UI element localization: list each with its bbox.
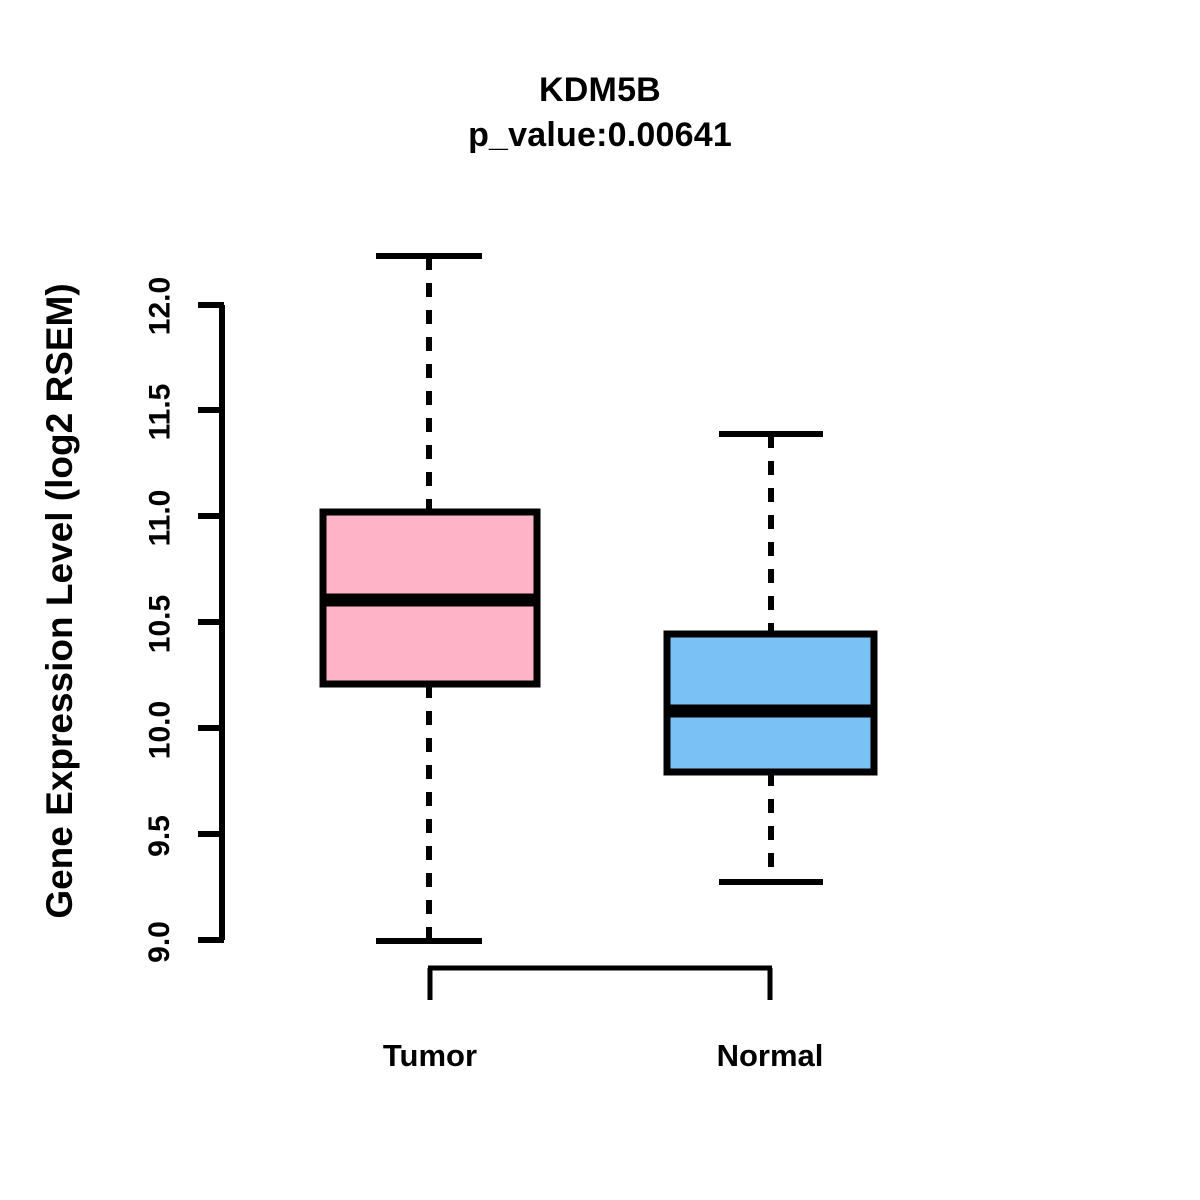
significance-bracket	[427, 965, 773, 1000]
p-value-subtitle: p_value:0.00641	[468, 116, 732, 154]
page-title: KDM5B	[539, 71, 661, 109]
box-tumor[interactable]	[319, 253, 541, 944]
box-body-normal[interactable]	[663, 630, 878, 776]
box-normal[interactable]	[663, 431, 878, 885]
x-tick-label-normal: Normal	[716, 1038, 824, 1073]
x-tick-label-tumor: Tumor	[382, 1038, 478, 1073]
y-axis	[198, 302, 225, 943]
